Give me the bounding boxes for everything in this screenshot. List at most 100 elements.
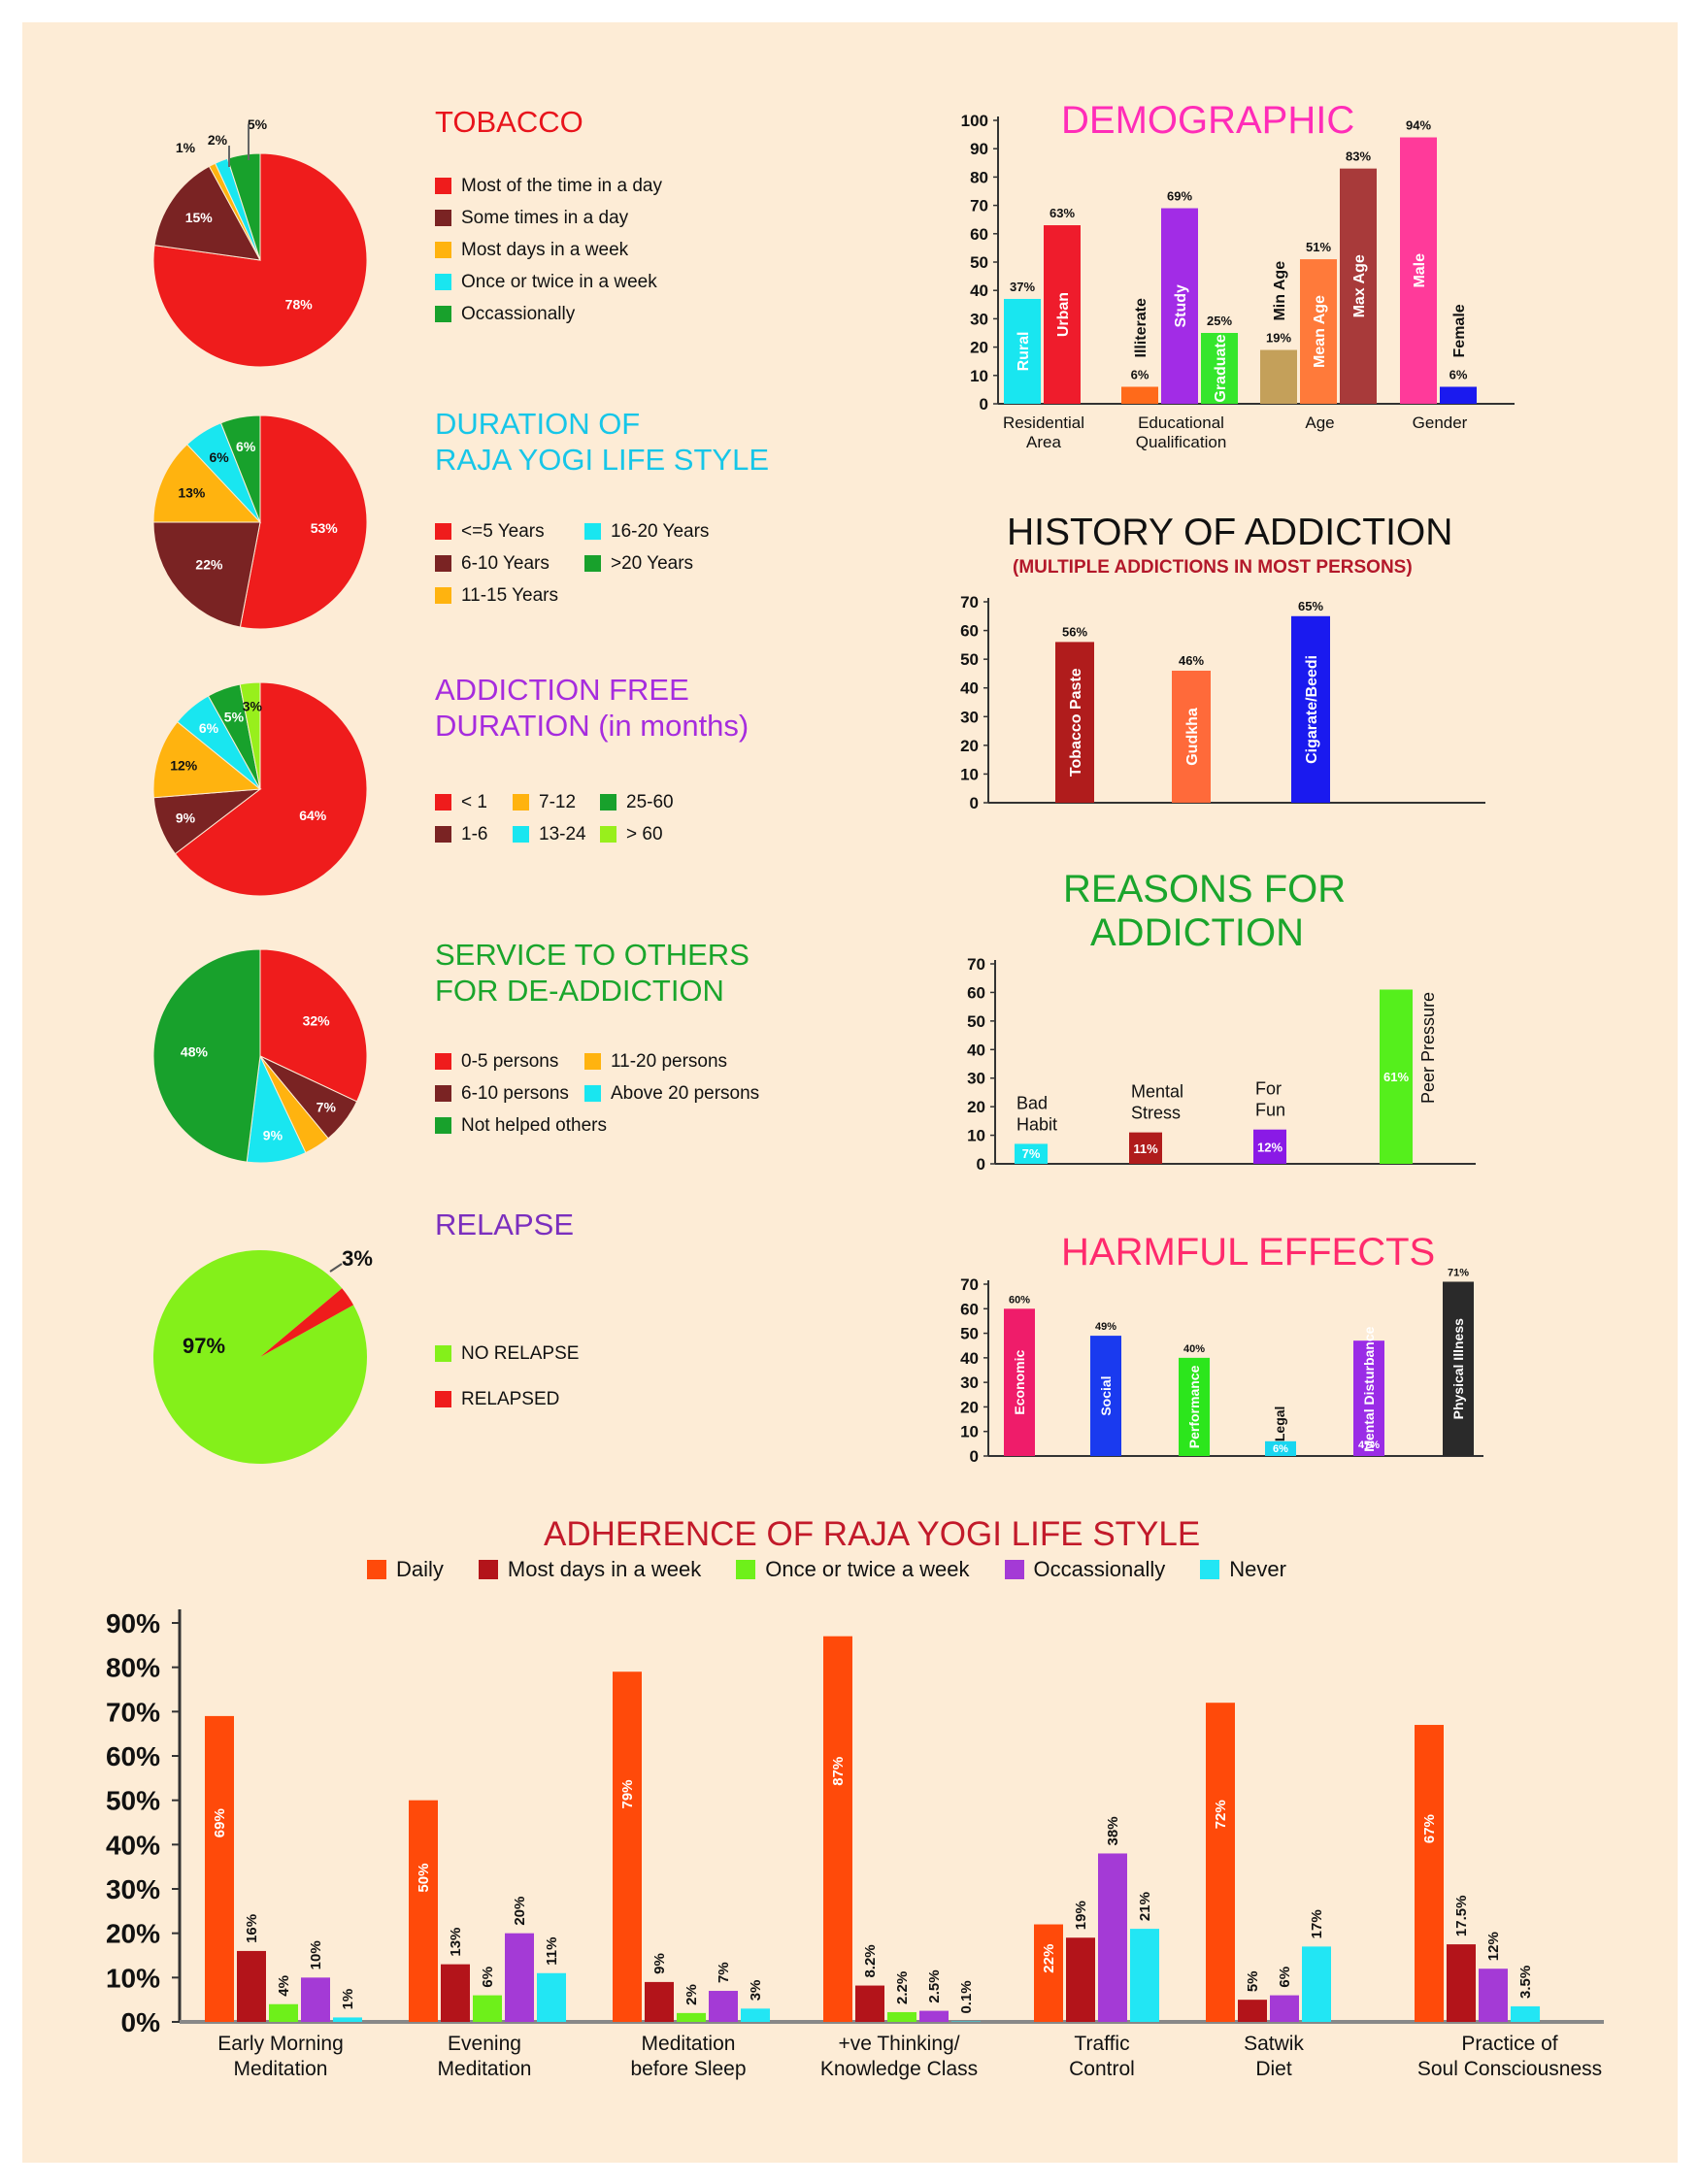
- legend-label: 1-6: [461, 823, 488, 844]
- bar-value-label: 2.2%: [894, 1971, 911, 2004]
- pie-value-label: 3%: [342, 1246, 373, 1271]
- leader-line: [329, 1263, 343, 1273]
- legend-item: Once or twice a week: [736, 1553, 970, 1585]
- bar: [537, 1972, 566, 2022]
- bar: [1090, 1336, 1121, 1456]
- y-tick-label: 50: [960, 1325, 979, 1343]
- service-title-line2: FOR DE-ADDICTION: [435, 974, 724, 1008]
- bar-name-label: Gudkha: [1184, 708, 1201, 766]
- bar-value-label: 2%: [683, 1984, 700, 2005]
- bar: [205, 1715, 234, 2022]
- legend-item: > 60: [600, 818, 674, 850]
- addiction-free-title-line1: ADDICTION FREE: [435, 673, 689, 707]
- legend-item: Most days in a week: [478, 1553, 702, 1585]
- pie-value-label: 22%: [195, 556, 223, 572]
- pie-value-label: 97%: [183, 1334, 225, 1358]
- bar-name-label: Mean Age: [1312, 295, 1328, 368]
- bar-value-label: 46%: [1179, 653, 1204, 668]
- y-tick-label: 40: [960, 1349, 979, 1368]
- history-title: HISTORY OF ADDICTION: [1007, 512, 1453, 553]
- legend-item: 16-20 Years: [584, 515, 709, 547]
- bar: [269, 2003, 298, 2022]
- bar: [709, 1991, 738, 2022]
- y-tick-label: 40: [960, 679, 979, 698]
- pie-value-label: 1%: [176, 140, 196, 155]
- bar: [1206, 1703, 1235, 2022]
- y-tick-label: 60: [960, 622, 979, 641]
- x-category-label: Early Morning: [217, 2033, 344, 2055]
- bar: [1380, 989, 1413, 1164]
- bar-name-label: Female: [1451, 304, 1468, 357]
- legend-label: Most days in a week: [461, 239, 629, 260]
- pie-slice: [219, 414, 261, 523]
- legend-label: <=5 Years: [461, 520, 545, 542]
- bar: [1044, 225, 1081, 404]
- pie-slice: [152, 521, 261, 628]
- y-tick-label: 50: [960, 650, 979, 669]
- bar: [1004, 1308, 1035, 1456]
- y-tick-label: 30: [967, 1070, 985, 1088]
- bar-value-label: 47%: [1358, 1439, 1380, 1451]
- bar: [1511, 2006, 1540, 2022]
- pie-value-label: 5%: [248, 116, 268, 132]
- bar-value-label: 67%: [1421, 1814, 1438, 1843]
- bar-value-label: 16%: [244, 1914, 260, 1943]
- legend-label: Most days in a week: [507, 1556, 702, 1581]
- y-tick-label: 50: [967, 1012, 985, 1031]
- bar-value-label: 21%: [1137, 1892, 1153, 1921]
- y-tick-label: 0%: [121, 2007, 161, 2037]
- x-category-label: Evening: [448, 2033, 521, 2055]
- pie-value-label: 78%: [285, 297, 314, 313]
- legend-label: Occassionally: [1033, 1556, 1166, 1581]
- bar: [1129, 1132, 1162, 1164]
- legend-item: Once or twice in a week: [435, 266, 662, 298]
- y-tick-label: 10: [960, 765, 979, 783]
- y-tick-label: 10%: [106, 1963, 160, 1993]
- legend-item: 11-15 Years: [435, 579, 584, 612]
- bar-value-label: 69%: [1167, 189, 1192, 204]
- reasons-title-line2: ADDICTION: [1090, 911, 1304, 954]
- y-tick-label: 20%: [106, 1919, 160, 1949]
- pie-value-label: 48%: [181, 1044, 209, 1060]
- pie-value-label: 32%: [303, 1012, 331, 1028]
- y-tick-label: 40%: [106, 1830, 160, 1860]
- x-category-label: Traffic: [1074, 2033, 1129, 2055]
- bar-name-label: Urban: [1055, 292, 1072, 337]
- bar-value-label: 17%: [1309, 1909, 1325, 1938]
- pie-value-label: 2%: [208, 132, 228, 148]
- bar: [887, 2011, 916, 2022]
- bar-name-label: Physical Illness: [1450, 1318, 1466, 1419]
- service-legend: 0-5 persons 11-20 persons 6-10 persons A…: [435, 1045, 759, 1142]
- bar-value-label: 7%: [716, 1962, 732, 1983]
- legend-item: 13-24: [513, 818, 600, 850]
- y-tick-label: 0: [970, 1447, 979, 1466]
- bar-name-label: For: [1255, 1079, 1282, 1099]
- legend-label: 13-24: [539, 823, 586, 844]
- demographic-title: DEMOGRAPHIC: [1061, 99, 1355, 142]
- y-tick-label: 60: [967, 983, 985, 1002]
- bar: [1161, 208, 1198, 404]
- bar: [237, 1950, 266, 2022]
- bar-value-label: 19%: [1266, 331, 1291, 346]
- adherence-legend: Daily Most days in a week Once or twice …: [367, 1553, 1321, 1585]
- x-category-label: Gender: [1413, 414, 1468, 432]
- pie-value-label: 6%: [199, 720, 219, 736]
- pie-value-label: 15%: [185, 210, 214, 225]
- bar: [1260, 349, 1297, 404]
- legend-label: Above 20 persons: [611, 1082, 760, 1104]
- service-title-line1: SERVICE TO OTHERS: [435, 938, 750, 972]
- bar: [1098, 1853, 1127, 2022]
- bar-name-label: Stress: [1131, 1104, 1181, 1123]
- reasons-title-line1: REASONS FOR: [1063, 868, 1347, 910]
- bar-name-label: Illiterate: [1133, 298, 1149, 357]
- bar: [409, 1800, 438, 2022]
- pie-value-label: 6%: [236, 439, 256, 454]
- pie-slice: [153, 165, 261, 261]
- y-tick-label: 70: [960, 1275, 979, 1294]
- y-tick-label: 60: [960, 1300, 979, 1318]
- bar: [1340, 168, 1377, 404]
- bar-value-label: 51%: [1306, 240, 1331, 254]
- bar: [1004, 298, 1041, 404]
- bar: [333, 2017, 362, 2022]
